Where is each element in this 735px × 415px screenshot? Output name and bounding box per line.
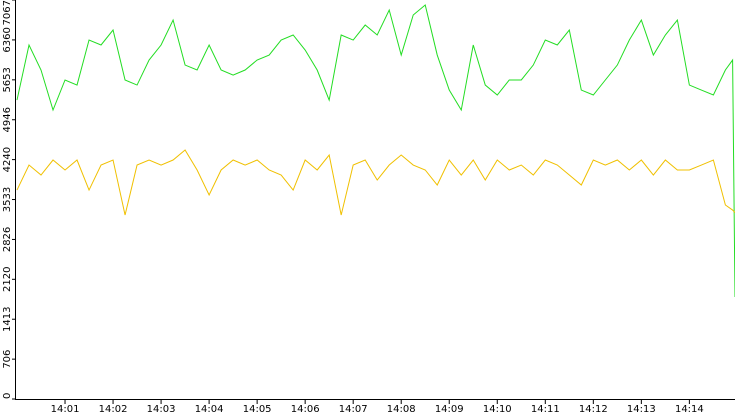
x-tick-label: 14:11 [531,404,560,415]
y-tick-label: 5653 [2,67,13,92]
x-tick-label: 14:06 [291,404,320,415]
y-tick-label: 4946 [2,107,13,132]
y-tick-label: 7067 [2,0,13,25]
x-tick-label: 14:05 [243,404,272,415]
x-tick-label: 14:02 [99,404,128,415]
y-tick-label: 706 [2,350,13,369]
x-tick-label: 14:07 [339,404,368,415]
y-tick-label: 1413 [2,306,13,331]
y-tick-label: 4240 [2,147,13,172]
x-tick-label: 14:08 [387,404,416,415]
y-tick-label: 2826 [2,227,13,252]
series-line [16,4,735,298]
x-tick-label: 14:09 [435,404,464,415]
y-tick-label: 0 [2,393,13,399]
y-tick-label: 3533 [2,187,13,212]
x-tick-label: 14:14 [675,404,704,415]
x-tick-label: 14:04 [195,404,224,415]
x-tick-label: 14:01 [51,404,80,415]
x-tick-label: 14:10 [483,404,512,415]
series-line [16,149,735,216]
x-tick-label: 14:13 [627,404,656,415]
y-tick-label: 6360 [2,27,13,52]
y-tick-label: 2120 [2,267,13,292]
x-tick-label: 14:03 [147,404,176,415]
x-tick-label: 14:12 [579,404,608,415]
